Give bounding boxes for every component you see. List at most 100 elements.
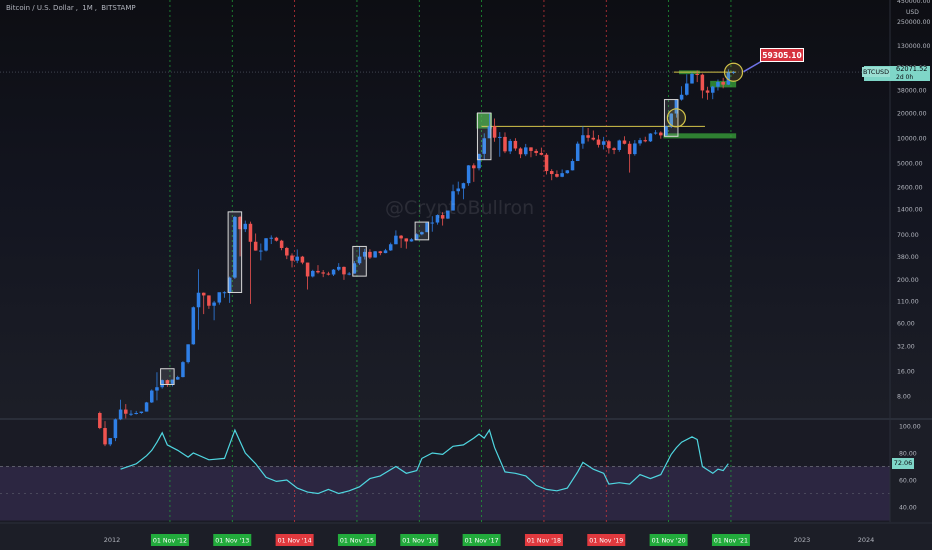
candle-body-2014-11 xyxy=(295,256,299,261)
price-tag-symbol: BTCUSD xyxy=(862,67,890,77)
price-tick-label: 60.00 xyxy=(897,321,915,328)
candle-body-2019-08 xyxy=(591,137,596,140)
header-sep: , xyxy=(94,4,97,12)
time-tick-label: 2023 xyxy=(794,536,811,544)
price-tick-label: 16.00 xyxy=(897,368,915,375)
price-tick-label: 32.00 xyxy=(897,343,915,350)
candle-body-2015-12 xyxy=(362,251,367,257)
candle-body-2018-06 xyxy=(518,148,523,155)
candle-body-2013-11 xyxy=(233,216,237,278)
candle-body-2017-10 xyxy=(477,153,481,169)
candle-body-2013-07 xyxy=(212,302,216,306)
candle-body-2019-07 xyxy=(586,135,590,138)
candle-body-2019-03 xyxy=(565,170,570,174)
highlight-box-5 xyxy=(476,112,492,161)
highlight-box-2 xyxy=(227,211,243,293)
candle-body-2016-09 xyxy=(409,239,414,242)
candle-body-2019-09 xyxy=(596,139,601,145)
candle-body-2016-11 xyxy=(420,232,424,235)
candle-body-2020-03 xyxy=(627,143,632,155)
candle-body-2014-01 xyxy=(243,223,248,230)
interval-label[interactable]: 1M xyxy=(82,4,93,12)
price-tick-label: 38000.00 xyxy=(897,87,927,94)
rsi-line xyxy=(120,428,729,495)
candle-body-2019-12 xyxy=(612,148,616,150)
highlight-box-1 xyxy=(160,368,175,385)
candle-body-2013-12 xyxy=(238,216,242,230)
highlight-box-3 xyxy=(352,245,367,277)
price-tick-label: 110.00 xyxy=(897,299,919,306)
candle-body-2012-06 xyxy=(144,402,149,412)
candle-body-2014-04 xyxy=(259,250,263,252)
candle-body-2020-10 xyxy=(664,126,668,136)
candle-body-2017-04 xyxy=(446,210,450,219)
candle-body-2012-07 xyxy=(149,390,154,403)
time-label-box-1 xyxy=(150,534,189,546)
candle-body-2018-11 xyxy=(544,154,549,172)
time-label-2: 01 Nov '13 xyxy=(215,538,249,545)
candle-body-2020-09 xyxy=(659,132,663,136)
candle-body-2019-10 xyxy=(601,141,606,145)
watermark: @CryptoBullron xyxy=(385,197,535,219)
candle-body-2020-06 xyxy=(643,140,648,142)
candle-body-2015-02 xyxy=(311,270,315,277)
candle-body-2015-11 xyxy=(357,256,362,264)
time-label-box-5 xyxy=(400,534,439,546)
rsi-tick-label: 60.00 xyxy=(899,478,917,485)
candle-body-2016-12 xyxy=(425,222,429,233)
candle-body-2016-02 xyxy=(373,251,377,258)
annotation-price-label[interactable]: 59305.10 xyxy=(760,48,804,62)
candle-body-2016-05 xyxy=(388,244,393,251)
candle-body-2017-06 xyxy=(456,188,461,192)
candle-body-2014-10 xyxy=(290,255,294,261)
price-tag-countdown: 2d 0h xyxy=(896,73,914,81)
candle-body-2018-05 xyxy=(513,140,518,149)
candle-body-2013-06 xyxy=(207,295,211,306)
time-label-box-6 xyxy=(462,534,501,546)
time-label-box-9 xyxy=(649,534,688,546)
time-label-4: 01 Nov '15 xyxy=(340,538,374,545)
candle-body-2019-11 xyxy=(607,141,611,149)
candle-body-2016-03 xyxy=(378,251,383,254)
candle-body-2019-06 xyxy=(581,135,585,144)
candle-body-2017-11 xyxy=(482,138,486,154)
symbol-name[interactable]: Bitcoin / U.S. Dollar xyxy=(6,4,74,12)
rsi-pane-bg xyxy=(0,420,890,522)
highlight-box-4 xyxy=(414,221,430,241)
time-tick-label: 2012 xyxy=(104,536,121,544)
candle-body-2020-08 xyxy=(653,132,658,134)
candle-body-2019-05 xyxy=(575,143,580,162)
price-tick-label: 2600.00 xyxy=(897,184,923,191)
candle-body-2016-07 xyxy=(399,235,403,239)
candle-body-2020-01 xyxy=(617,140,622,150)
rsi-tick-label: 100.00 xyxy=(899,424,921,431)
price-tag-value: 62071.52 xyxy=(896,65,928,73)
candle-body-2021-05 xyxy=(700,74,705,91)
candle-body-2018-03 xyxy=(503,136,507,152)
candle-body-2018-02 xyxy=(498,136,502,138)
candle-body-2012-09 xyxy=(160,380,164,388)
last-price-tag: BTCUSD 62071.52 2d 0h xyxy=(862,65,930,81)
candle-body-2017-07 xyxy=(461,183,466,189)
candle-body-2012-10 xyxy=(165,380,170,384)
candle-body-2017-03 xyxy=(440,215,445,219)
candle-body-2016-08 xyxy=(404,238,409,242)
candle-body-2020-11 xyxy=(669,113,673,127)
candle-body-2015-08 xyxy=(342,266,346,275)
candle-body-2020-12 xyxy=(674,99,679,114)
candle-body-2013-03 xyxy=(191,307,196,345)
candle-body-2016-06 xyxy=(394,235,398,245)
annotation-arrow xyxy=(743,60,763,73)
candle-body-2017-12 xyxy=(487,126,492,139)
rsi-tick-label: 40.00 xyxy=(899,505,917,512)
candle-body-2014-05 xyxy=(264,238,268,251)
price-tick-label: 20000.00 xyxy=(897,111,927,118)
candle-body-2014-02 xyxy=(248,223,253,242)
highlight-circle-1 xyxy=(666,108,687,128)
rsi-tick-label: 80.00 xyxy=(899,451,917,458)
candle-body-2015-06 xyxy=(331,269,336,275)
candle-body-2013-10 xyxy=(227,277,232,293)
candle-body-2011-10 xyxy=(103,428,107,445)
time-label-8: 01 Nov '19 xyxy=(589,538,623,545)
